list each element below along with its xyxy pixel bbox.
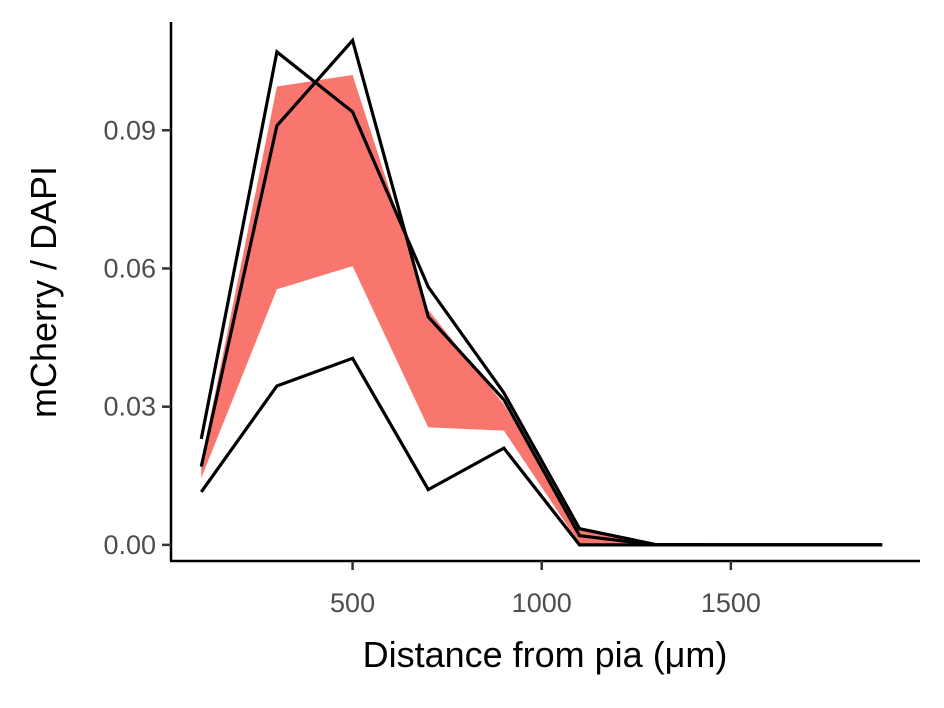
ticks: 500 1000 1500 0.00 0.03 0.06 0.09 <box>103 115 760 618</box>
x-tick-label: 500 <box>330 588 375 618</box>
y-tick-label: 0.03 <box>103 392 156 422</box>
x-tick-label: 1000 <box>512 588 572 618</box>
y-tick-label: 0.00 <box>103 530 156 560</box>
ribbon-layer <box>201 74 883 545</box>
y-axis-title: mCherry / DAPI <box>23 166 64 418</box>
y-tick-label: 0.09 <box>103 115 156 145</box>
series-lines-layer <box>199 37 883 547</box>
axes <box>169 22 920 563</box>
y-tick-label: 0.06 <box>103 253 156 283</box>
x-tick-label: 1500 <box>701 588 761 618</box>
series-line-3 <box>199 356 883 547</box>
ribbon-band <box>201 74 883 545</box>
x-axis-title: Distance from pia (μm) <box>363 634 728 675</box>
